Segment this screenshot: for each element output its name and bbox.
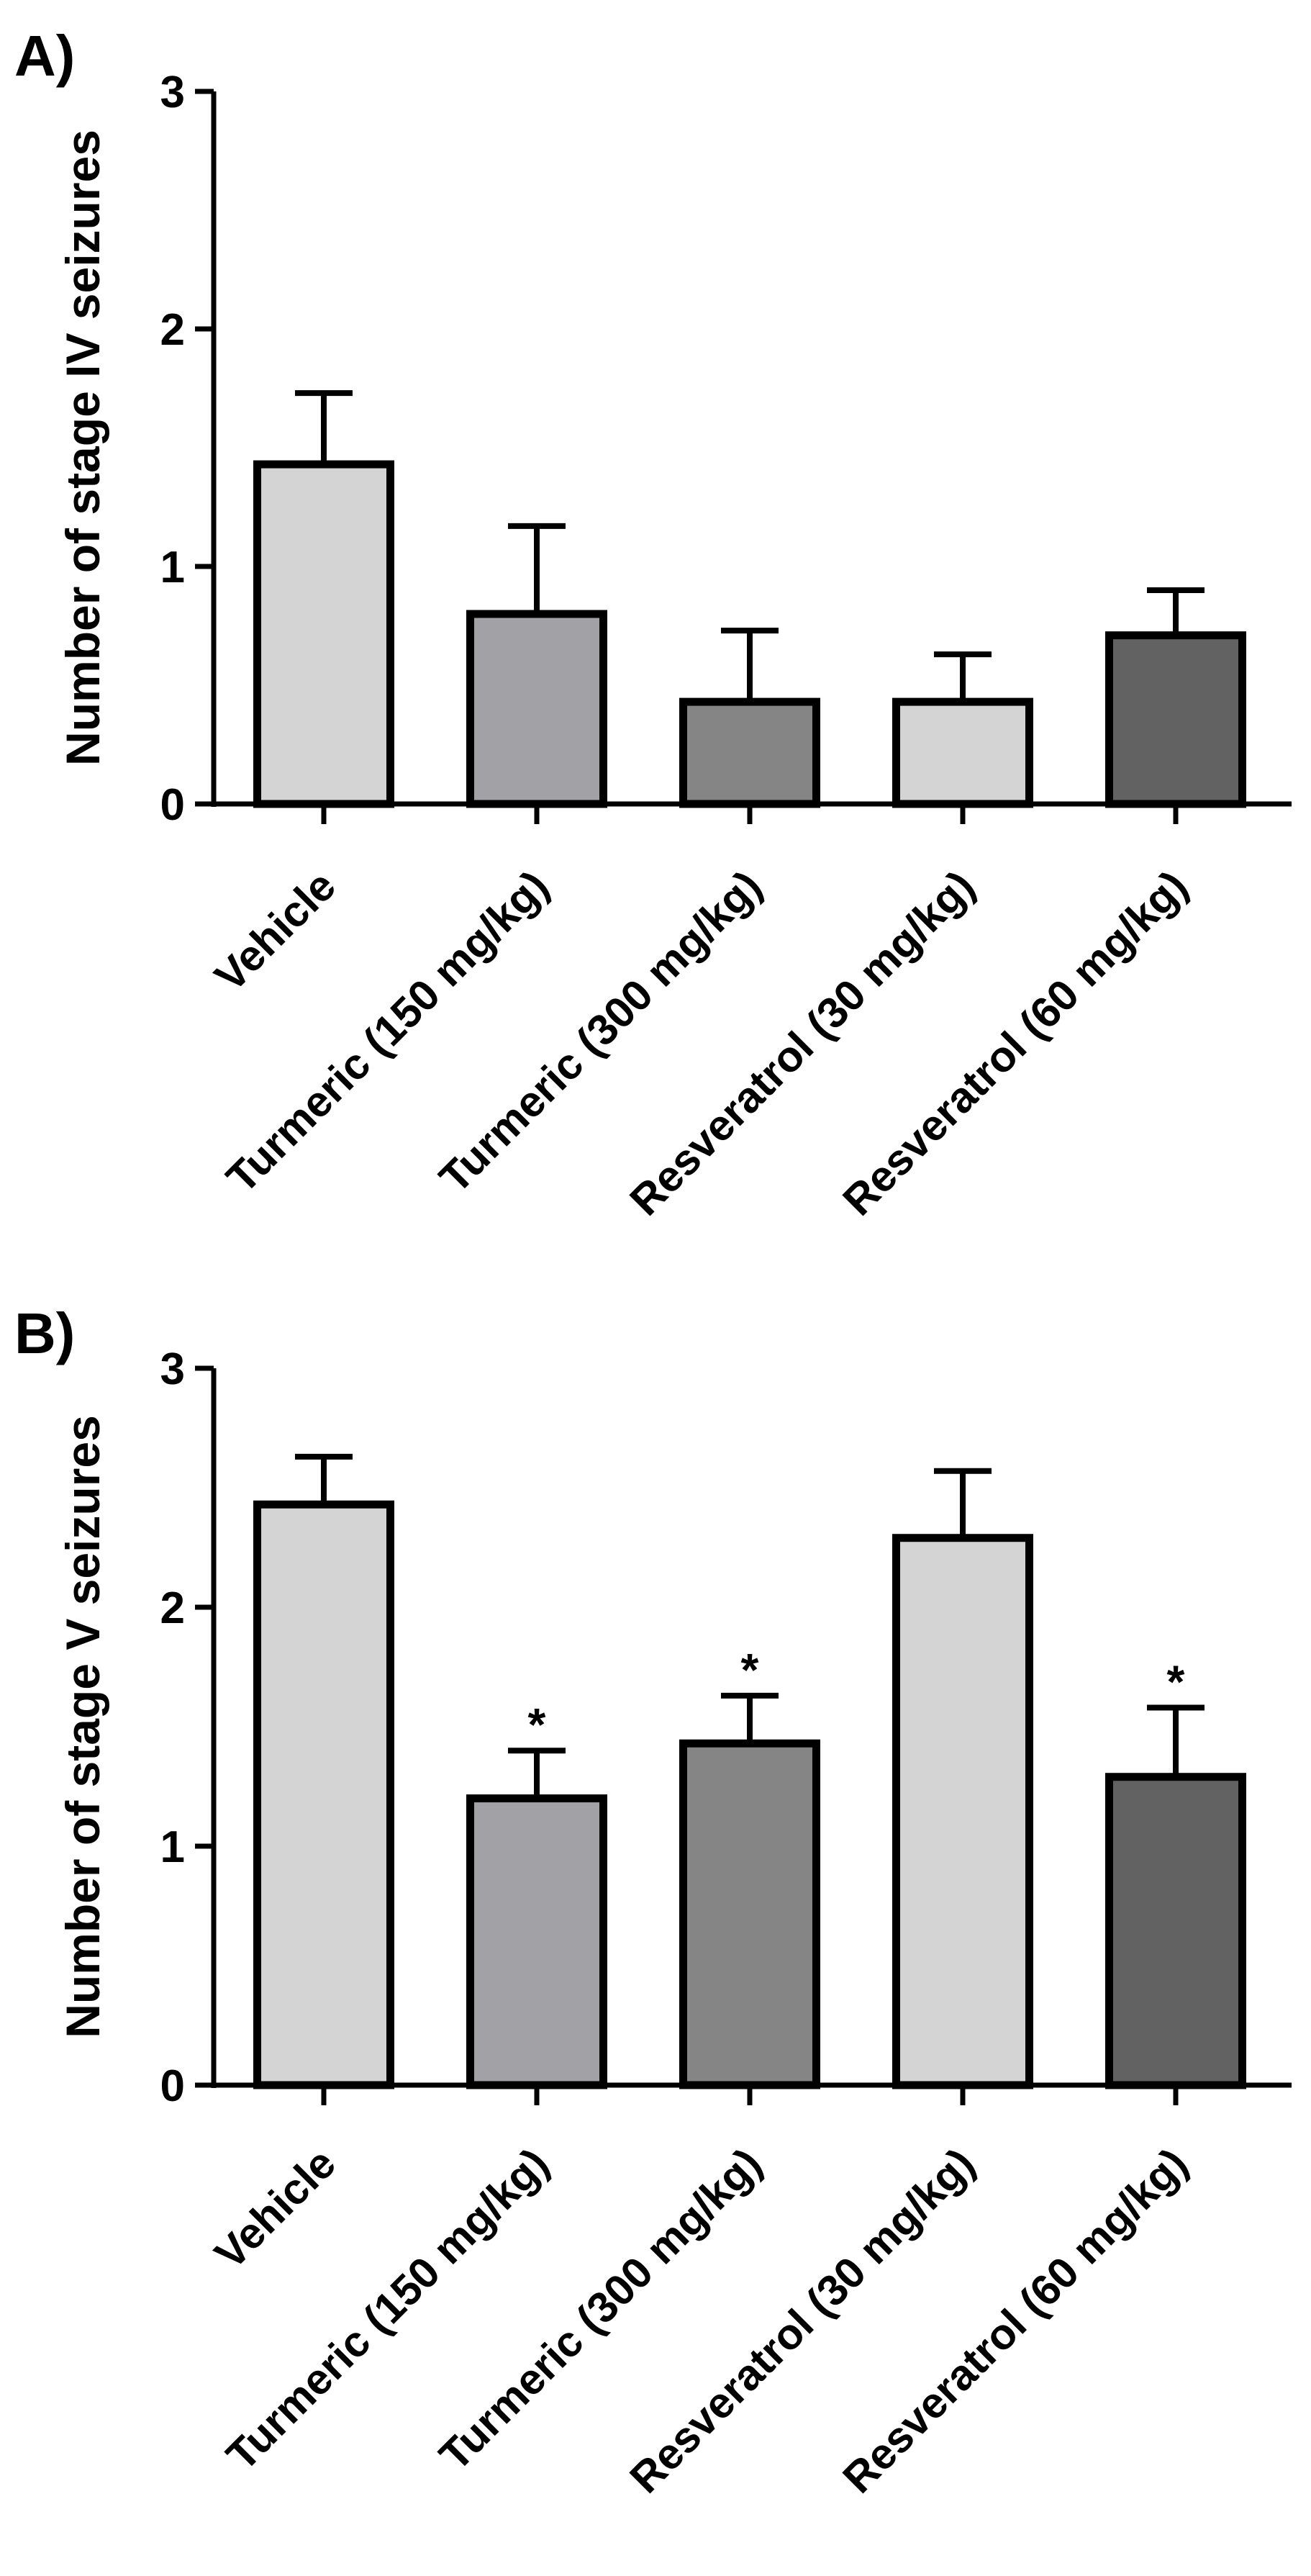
y-axis-title: Number of stage V seizures bbox=[56, 1415, 109, 2038]
y-tick-label: 0 bbox=[160, 2061, 185, 2111]
bar bbox=[466, 1794, 607, 2089]
significance-marker: * bbox=[528, 1699, 546, 1750]
y-tick-label: 3 bbox=[160, 68, 185, 117]
significance-marker: * bbox=[1167, 1655, 1185, 1707]
x-tick-label: Resveratrol (30 mg/kg) bbox=[620, 862, 984, 1225]
y-tick-label: 1 bbox=[160, 543, 185, 592]
panel-label: A) bbox=[14, 24, 75, 88]
x-tick-label: Resveratrol (30 mg/kg) bbox=[620, 2139, 984, 2503]
y-tick-label: 1 bbox=[160, 1822, 185, 1872]
panel-label: B) bbox=[14, 1301, 75, 1365]
bar bbox=[466, 610, 607, 808]
x-tick-label: Resveratrol (60 mg/kg) bbox=[833, 2139, 1197, 2503]
bar bbox=[253, 460, 394, 808]
bar bbox=[253, 1500, 394, 2089]
bar bbox=[1105, 1773, 1246, 2089]
significance-marker: * bbox=[741, 1644, 759, 1696]
x-tick-label: Vehicle bbox=[206, 862, 345, 1001]
x-tick-label: Resveratrol (60 mg/kg) bbox=[833, 862, 1197, 1225]
y-tick-label: 2 bbox=[160, 1583, 185, 1633]
y-tick-label: 3 bbox=[160, 1345, 185, 1394]
bar bbox=[679, 1739, 820, 2089]
y-tick-label: 0 bbox=[160, 780, 185, 830]
panel-a: A) Number of stage IV seizures 0 1 2 3 Vehicle… bbox=[14, 24, 1292, 1225]
bar bbox=[679, 697, 820, 808]
bar bbox=[1105, 631, 1246, 808]
x-tick-label: Vehicle bbox=[206, 2139, 345, 2279]
y-tick-label: 2 bbox=[160, 305, 185, 355]
bar bbox=[892, 697, 1033, 808]
y-axis-title: Number of stage IV seizures bbox=[56, 130, 109, 766]
bar bbox=[892, 1534, 1033, 2089]
panel-b: B) Number of stage V seizures 0 1 2 3 Vehicle *… bbox=[14, 1301, 1292, 2503]
